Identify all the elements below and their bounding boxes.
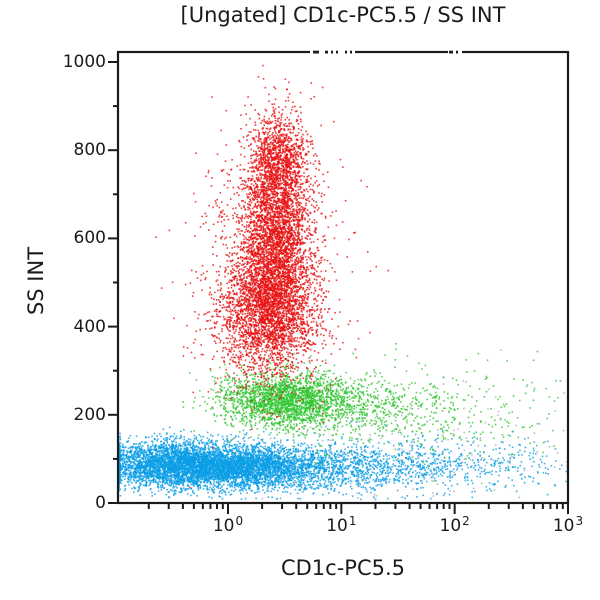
y-tick-label: 400 — [73, 316, 106, 337]
x-tick-label: 103 — [552, 514, 584, 536]
y-tick-label: 200 — [73, 404, 106, 425]
y-tick-label: 0 — [95, 493, 106, 513]
plot-title: [Ungated] CD1c-PC5.5 / SS INT — [180, 3, 506, 27]
x-tick-label: 100 — [212, 514, 244, 536]
x-tick-label: 102 — [439, 514, 470, 536]
x-axis-label: CD1c-PC5.5 — [280, 556, 406, 580]
y-axis-label: SS INT — [24, 246, 48, 316]
x-tick-label: 101 — [326, 514, 357, 536]
y-tick-label: 800 — [73, 140, 106, 161]
y-tick-label: 600 — [73, 228, 106, 249]
y-tick-label: 1000 — [62, 52, 106, 72]
